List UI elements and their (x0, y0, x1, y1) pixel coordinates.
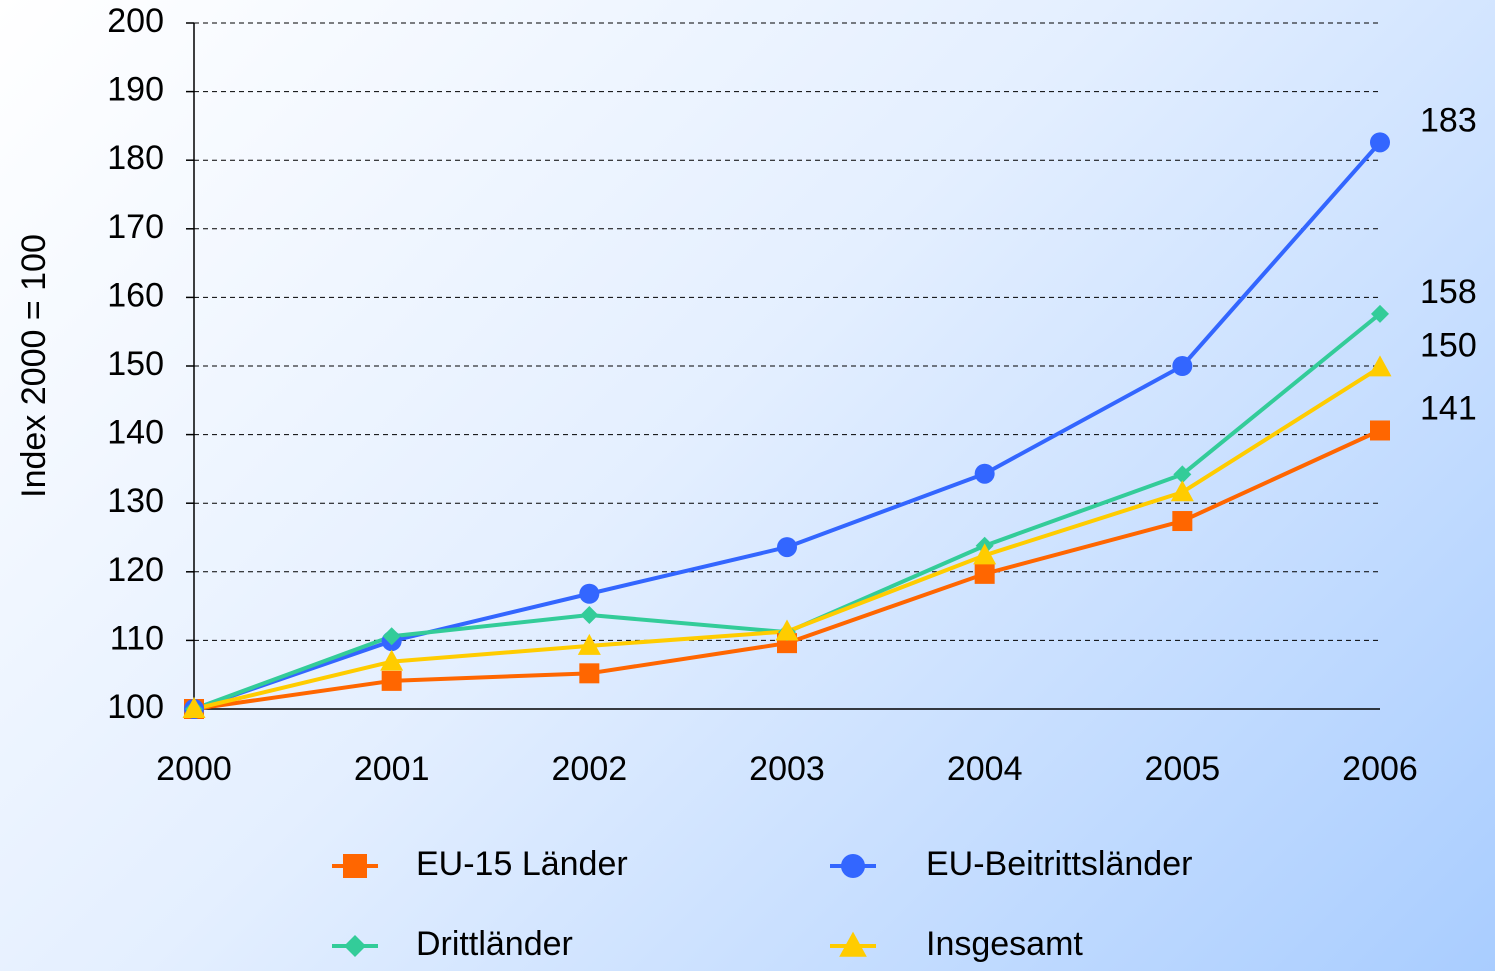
data-label: 158 (1420, 273, 1477, 311)
marker (974, 463, 995, 484)
legend-label: Insgesamt (926, 925, 1083, 963)
marker (1370, 420, 1390, 441)
marker (382, 627, 401, 646)
marker (579, 583, 600, 604)
data-label: 141 (1420, 389, 1477, 427)
marker (1368, 355, 1392, 377)
marker (1370, 132, 1390, 153)
y-tick-label: 190 (107, 71, 164, 109)
y-axis-label: Index 2000 = 100 (15, 234, 53, 498)
marker (777, 537, 797, 558)
x-tick-label: 2006 (1342, 750, 1418, 788)
legend-label: Drittländer (416, 925, 573, 963)
data-label: 183 (1420, 101, 1477, 139)
marker (1371, 304, 1389, 323)
marker (579, 663, 600, 684)
y-tick-label: 180 (107, 139, 164, 177)
marker (344, 935, 366, 957)
x-tick-label: 2005 (1145, 750, 1221, 788)
x-tick-label: 2002 (552, 750, 628, 788)
x-tick-label: 2001 (354, 750, 430, 788)
marker (577, 633, 601, 655)
marker (973, 543, 997, 565)
marker (841, 854, 865, 878)
marker (580, 606, 599, 625)
marker (839, 931, 867, 957)
marker (775, 619, 799, 641)
marker (974, 563, 995, 584)
data-label: 150 (1420, 326, 1477, 364)
marker (1170, 480, 1194, 502)
marker (381, 670, 402, 691)
marker (1173, 465, 1192, 484)
marker (343, 854, 367, 878)
x-tick-label: 2004 (947, 750, 1023, 788)
marker (182, 697, 206, 718)
y-tick-label: 130 (107, 482, 164, 520)
y-tick-label: 120 (107, 551, 164, 589)
y-tick-label: 160 (107, 276, 164, 314)
y-tick-label: 110 (110, 619, 164, 657)
y-tick-label: 150 (107, 345, 164, 383)
marker (380, 649, 404, 671)
marker (1172, 511, 1193, 532)
x-tick-label: 2000 (156, 750, 232, 788)
y-tick-label: 140 (107, 414, 164, 452)
marker (1172, 356, 1193, 376)
y-tick-label: 100 (107, 688, 164, 726)
legend-label: EU-15 Länder (416, 845, 628, 883)
y-tick-label: 170 (107, 208, 164, 246)
legend-label: EU-Beitrittsländer (926, 845, 1192, 883)
x-tick-label: 2003 (749, 750, 825, 788)
y-tick-label: 200 (107, 2, 164, 40)
